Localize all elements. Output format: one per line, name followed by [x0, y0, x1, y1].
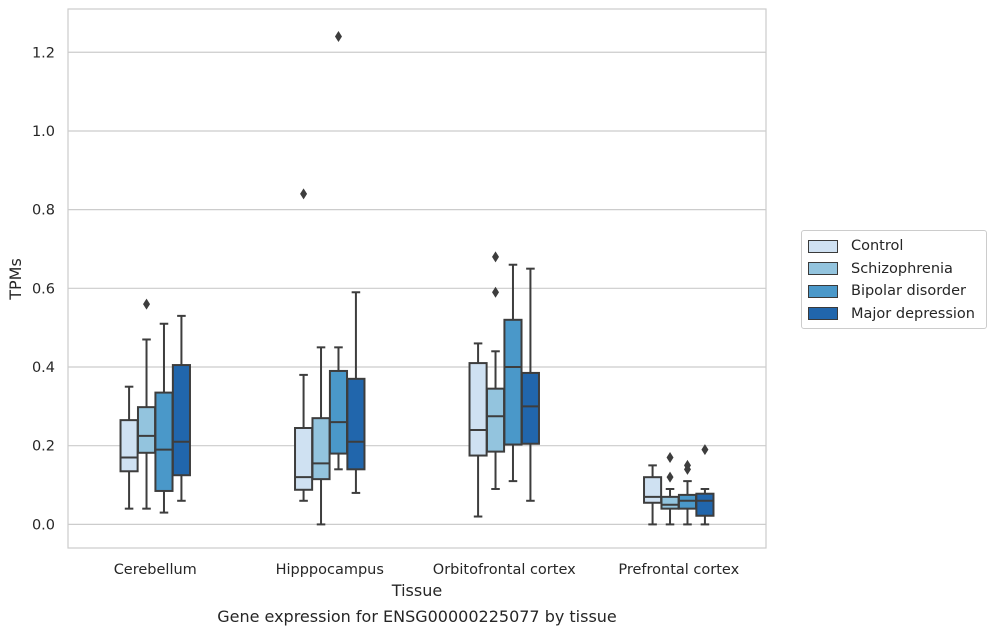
outlier-point [683, 459, 691, 471]
box-plot [520, 267, 540, 502]
x-tick-label: Cerebellum [114, 562, 197, 578]
x-tick-label: Hipppocampus [276, 562, 384, 578]
box [328, 369, 349, 455]
box [346, 377, 366, 471]
y-tick-label: 0.0 [32, 517, 55, 533]
box [695, 492, 715, 517]
box [311, 417, 331, 481]
box-plot [695, 444, 715, 526]
legend-label: Control [851, 238, 904, 255]
box-plot [119, 385, 139, 510]
box-plot [346, 291, 366, 494]
y-tick-labels: 0.0 0.2 0.4 0.6 0.8 1.0 1.2 [32, 45, 55, 533]
box-plot [136, 298, 157, 510]
box [154, 391, 174, 492]
x-tick-label: Orbitofrontal cortex [433, 562, 576, 578]
box [520, 371, 540, 445]
x-axis-label: Tissue [391, 581, 442, 600]
box-groups [119, 31, 715, 526]
outlier-point [492, 251, 500, 263]
box [468, 362, 488, 457]
legend-label: Bipolar disorder [851, 283, 966, 300]
y-tick-label: 1.0 [32, 124, 55, 140]
box-plot [154, 322, 174, 514]
legend-label: Major depression [851, 305, 975, 322]
box [660, 495, 680, 510]
box-plot [171, 314, 191, 502]
box-plot [468, 342, 488, 518]
box-plot [660, 452, 680, 526]
x-tick-label: Prefrontal cortex [618, 562, 739, 578]
outlier-point [701, 444, 709, 456]
box-plot [328, 31, 349, 471]
box [294, 427, 314, 491]
legend-label: Schizophrenia [851, 260, 953, 277]
y-axis-label: TPMs [6, 258, 25, 301]
legend: Control Schizophrenia Bipolar disorder M… [801, 230, 987, 329]
outlier-point [666, 471, 674, 483]
box [136, 406, 157, 454]
box [119, 419, 139, 473]
y-tick-label: 1.2 [32, 45, 55, 61]
plot-frame [67, 8, 767, 549]
outlier-point [143, 298, 151, 310]
box-plot [503, 263, 523, 483]
legend-item-major-depression: Major depression [802, 303, 986, 326]
box-plot [311, 346, 331, 526]
chart-title: Gene expression for ENSG00000225077 by t… [217, 607, 617, 626]
y-tick-label: 0.8 [32, 203, 55, 219]
box [503, 318, 523, 446]
y-tick-label: 0.4 [32, 360, 55, 376]
legend-item-control: Control [802, 235, 986, 258]
legend-swatch [808, 284, 838, 298]
legend-item-bipolar-disorder: Bipolar disorder [802, 280, 986, 303]
y-tick-label: 0.6 [32, 281, 55, 297]
x-tick-labels: Cerebellum Hipppocampus Orbitofrontal cort… [114, 562, 740, 578]
legend-swatch [808, 307, 838, 321]
box [171, 364, 191, 477]
box-plot [294, 188, 314, 502]
legend-swatch [808, 262, 838, 276]
box [485, 387, 506, 453]
y-tick-label: 0.2 [32, 439, 55, 455]
outlier-point [666, 452, 674, 464]
box [643, 476, 663, 504]
box-plot [643, 464, 663, 526]
box-plot [485, 251, 506, 490]
outlier-point [300, 188, 308, 200]
box-plot [677, 459, 698, 526]
legend-item-schizophrenia: Schizophrenia [802, 258, 986, 281]
outlier-point [492, 286, 500, 298]
legend-swatch [808, 239, 838, 253]
outlier-point [334, 31, 342, 43]
